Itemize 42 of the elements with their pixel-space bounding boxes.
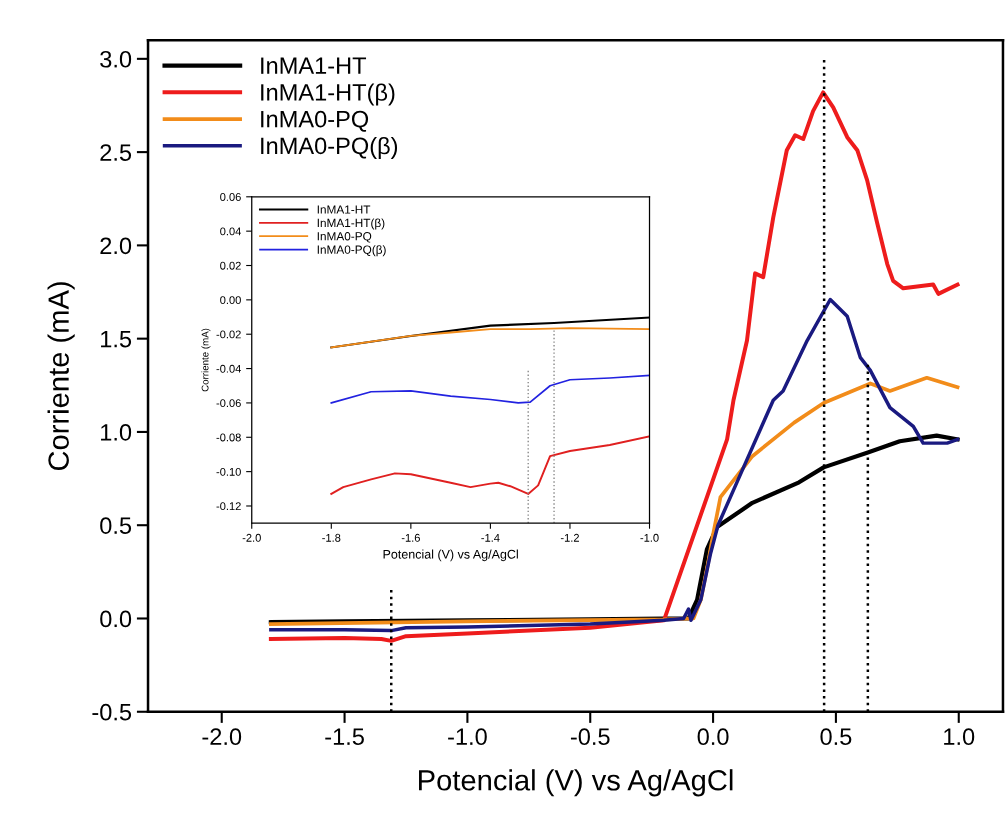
legend-label: InMA0-PQ xyxy=(317,232,372,243)
x-tick-label: -1.6 xyxy=(401,533,420,542)
legend-label: InMA0-PQ xyxy=(261,110,369,132)
x-tick-label: -1.5 xyxy=(325,728,364,746)
legend-label: InMA1-HT xyxy=(261,57,367,74)
y-tick-label: 0.0 xyxy=(100,610,132,628)
x-tick-label: -1.8 xyxy=(322,533,341,542)
y-tick-label: -0.08 xyxy=(216,433,241,442)
y-tick-label: -0.06 xyxy=(216,399,241,408)
legend-label: InMA1-HT(β) xyxy=(317,218,385,230)
y-tick-label: 0.02 xyxy=(220,261,241,270)
x-tick-label: -2.0 xyxy=(242,533,261,542)
y-tick-label: 2.0 xyxy=(100,237,132,255)
x-tick-label: 0.5 xyxy=(820,728,852,746)
y-tick-label: 0.06 xyxy=(220,193,241,201)
x-tick-label: -1.2 xyxy=(560,533,579,542)
x-tick-label: -1.0 xyxy=(640,533,659,542)
y-tick-label: -0.02 xyxy=(216,330,241,339)
y-tick-label: 1.5 xyxy=(101,330,132,348)
x-axis-title: Potencial (V) vs Ag/AgCl xyxy=(419,769,733,797)
x-tick-label: -1.4 xyxy=(481,533,500,542)
x-tick-label: 0.0 xyxy=(697,728,729,746)
legend-label: InMA0-PQ(β) xyxy=(261,136,398,159)
x-tick-label: -1.0 xyxy=(448,728,487,746)
y-tick-label: -0.10 xyxy=(216,467,241,476)
y-tick-label: 0.00 xyxy=(220,296,241,304)
x-axis-title: Potencial (V) vs Ag/AgCl xyxy=(383,549,518,562)
legend-label: InMA1-HT xyxy=(317,205,371,214)
y-axis-title: Corriente (mA) xyxy=(201,328,211,392)
y-tick-label: 3.0 xyxy=(100,50,132,68)
y-tick-label: -0.12 xyxy=(216,502,241,511)
x-tick-label: 1.0 xyxy=(944,728,975,746)
x-tick-label: -0.5 xyxy=(570,728,610,746)
y-tick-label: -0.5 xyxy=(92,703,132,721)
y-tick-label: 0.04 xyxy=(220,227,242,236)
x-tick-label: -2.0 xyxy=(202,728,242,746)
y-tick-label: -0.04 xyxy=(216,364,242,373)
legend-label: InMA1-HT(β) xyxy=(261,83,395,106)
y-tick-label: 2.5 xyxy=(100,144,132,161)
y-tick-label: 1.0 xyxy=(101,424,132,441)
legend-label: InMA0-PQ(β) xyxy=(317,245,386,257)
y-axis-title: Corriente (mA) xyxy=(47,282,75,471)
